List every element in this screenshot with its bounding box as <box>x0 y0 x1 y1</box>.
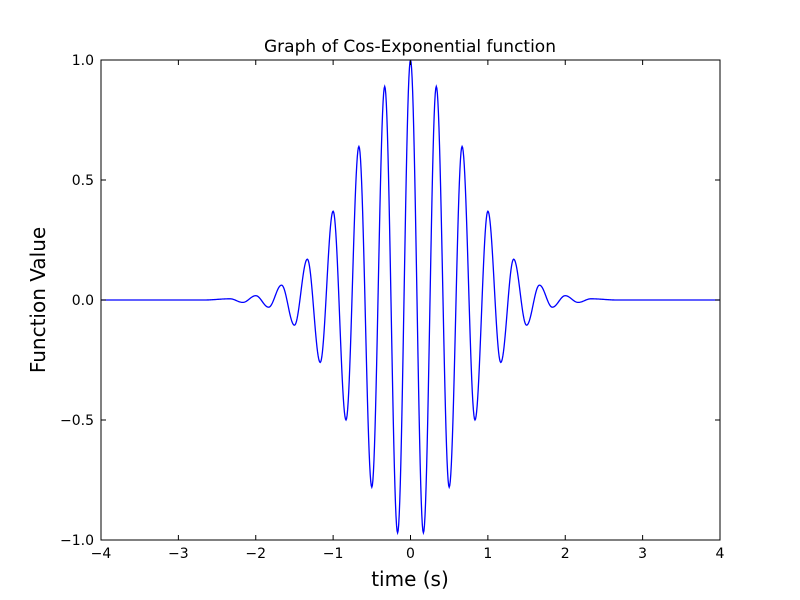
x-axis-label: time (s) <box>371 567 449 591</box>
y-tick-label: −0.5 <box>60 413 94 429</box>
x-tick-label: 3 <box>638 546 647 562</box>
x-tick-label: 2 <box>561 546 570 562</box>
y-tick-label: 0.0 <box>72 293 94 309</box>
y-axis-label: Function Value <box>26 227 50 373</box>
x-tick-label: −4 <box>91 546 112 562</box>
x-tick-label: −3 <box>168 546 189 562</box>
x-tick-label: 4 <box>716 546 725 562</box>
x-tick-label: −1 <box>323 546 344 562</box>
y-tick-label: 1.0 <box>72 53 94 69</box>
ticks: −4 −3 −2 −1 0 1 2 3 4 −1.0 −0.5 0.0 0.5 1.0 <box>60 53 725 562</box>
x-tick-label: 1 <box>483 546 492 562</box>
cos-exponential-line <box>101 60 720 536</box>
y-tick-label: 0.5 <box>72 173 94 189</box>
x-tick-label: −2 <box>245 546 266 562</box>
chart-title: Graph of Cos-Exponential function <box>264 37 556 57</box>
y-tick-label: −1.0 <box>60 533 94 549</box>
x-tick-label: 0 <box>406 546 415 562</box>
